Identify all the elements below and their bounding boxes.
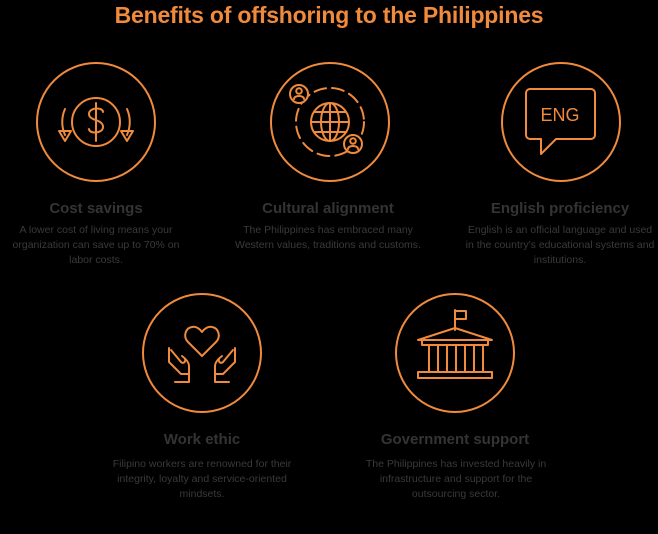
page-title: Benefits of offshoring to the Philippine… [114, 2, 544, 28]
government-building-icon [394, 292, 516, 414]
benefit-title-cultural-alignment: Cultural alignment [262, 200, 394, 217]
benefit-desc-government-support: The Philippines has invested heavily in … [365, 458, 547, 500]
benefit-desc-english-proficiency: English is an official language and used… [465, 224, 655, 266]
benefit-title-government-support: Government support [380, 431, 530, 448]
benefit-title-cost-savings: Cost savings [49, 200, 143, 217]
benefit-desc-work-ethic: Filipino workers are renowned for their … [112, 458, 292, 500]
speech-bubble-icon: ENG [500, 61, 622, 183]
benefit-desc-cost-savings: A lower cost of living means your organi… [12, 224, 180, 266]
benefit-desc-cultural-alignment: The Philippines has embraced many Wester… [235, 224, 421, 251]
speech-bubble-text: ENG [540, 105, 579, 125]
dollar-coin-arrows-icon [35, 61, 157, 183]
benefit-title-work-ethic: Work ethic [163, 431, 241, 448]
globe-people-icon [269, 61, 391, 183]
heart-hands-icon [141, 292, 263, 414]
benefit-title-english-proficiency: English proficiency [490, 200, 630, 217]
